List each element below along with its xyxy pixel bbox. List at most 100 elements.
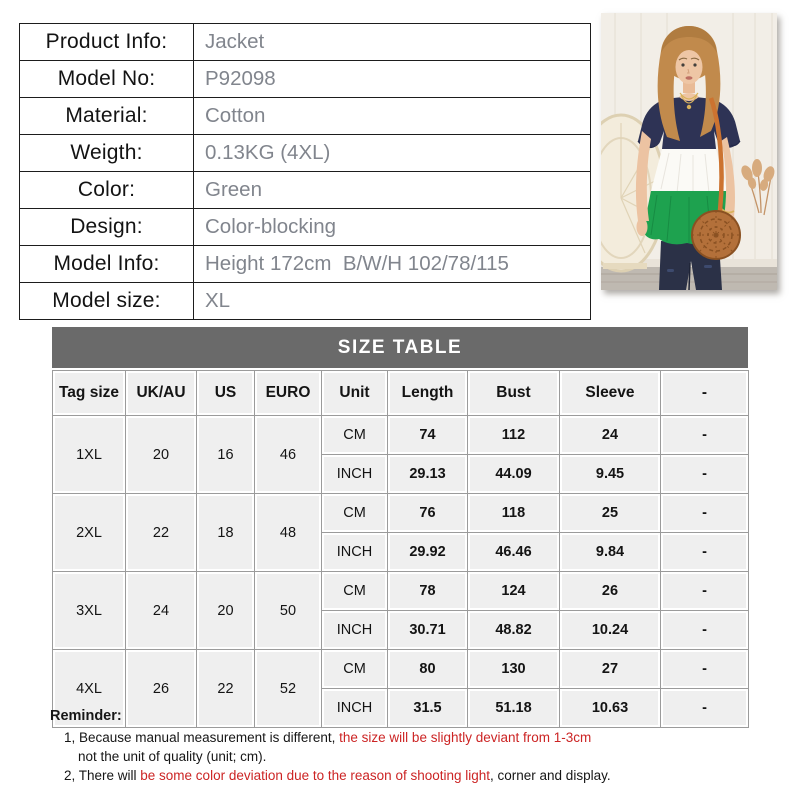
cell-dash: - — [660, 493, 749, 533]
size-table-section: SIZE TABLE Tag size UK/AU US EURO Unit L… — [52, 327, 749, 728]
reminder-text-red: be some color deviation due to the reaso… — [140, 768, 491, 783]
reminder-line-2: not the unit of quality (unit; cm). — [78, 747, 780, 766]
info-label: Product Info: — [19, 23, 194, 61]
table-row: Color: Green — [19, 171, 591, 209]
cell-us: 16 — [196, 415, 255, 494]
col-header-euro: EURO — [254, 370, 322, 416]
col-header-length: Length — [387, 370, 468, 416]
cell-length: 78 — [387, 571, 468, 611]
table-row: Weigth: 0.13KG (4XL) — [19, 134, 591, 172]
cell-sleeve: 25 — [559, 493, 661, 533]
product-info-table: Product Info: Jacket Model No: P92098 Ma… — [19, 23, 591, 320]
cell-sleeve: 24 — [559, 415, 661, 455]
cell-us: 18 — [196, 493, 255, 572]
info-value: 0.13KG (4XL) — [193, 134, 591, 172]
cell-unit: INCH — [321, 454, 388, 494]
info-label: Model size: — [19, 282, 194, 320]
cell-unit: CM — [321, 415, 388, 455]
cell-bust: 48.82 — [467, 610, 560, 650]
col-header-dash: - — [660, 370, 749, 416]
col-header-bust: Bust — [467, 370, 560, 416]
cell-tag-size: 1XL — [52, 415, 126, 494]
cell-dash: - — [660, 571, 749, 611]
info-label: Model Info: — [19, 245, 194, 283]
size-row-3xl-cm: 3XL 24 20 50 CM 78 124 26 - — [52, 571, 749, 650]
cell-unit: INCH — [321, 610, 388, 650]
cell-length: 74 — [387, 415, 468, 455]
reminder-line-3: 2, There will be some color deviation du… — [64, 766, 780, 785]
cell-unit: INCH — [321, 688, 388, 728]
reminder-line-1: 1, Because manual measurement is differe… — [64, 728, 780, 747]
info-label: Weigth: — [19, 134, 194, 172]
info-value: Jacket — [193, 23, 591, 61]
info-value: Cotton — [193, 97, 591, 135]
cell-length: 29.92 — [387, 532, 468, 572]
size-table: Tag size UK/AU US EURO Unit Length Bust … — [52, 370, 749, 728]
face-features — [678, 57, 700, 80]
info-value: Height 172cm B/W/H 102/78/115 — [193, 245, 591, 283]
cell-length: 80 — [387, 649, 468, 689]
cell-sleeve: 10.24 — [559, 610, 661, 650]
col-header-uk-au: UK/AU — [125, 370, 197, 416]
table-row: Design: Color-blocking — [19, 208, 591, 246]
cell-sleeve: 9.45 — [559, 454, 661, 494]
model — [635, 26, 741, 290]
cell-uk-au: 22 — [125, 493, 197, 572]
bracelet — [721, 208, 735, 214]
size-table-title: SIZE TABLE — [52, 327, 748, 368]
cell-length: 31.5 — [387, 688, 468, 728]
rattan-bag — [691, 210, 741, 260]
bag-strap — [708, 97, 724, 212]
cell-euro: 48 — [254, 493, 322, 572]
table-row: Model Info: Height 172cm B/W/H 102/78/11… — [19, 245, 591, 283]
cell-bust: 124 — [467, 571, 560, 611]
cell-dash: - — [660, 688, 749, 728]
cell-bust: 118 — [467, 493, 560, 533]
reminder-text: 1, Because manual measurement is differe… — [64, 730, 340, 745]
reminder-text: 2, There will — [64, 768, 141, 783]
cell-dash: - — [660, 454, 749, 494]
cell-unit: CM — [321, 571, 388, 611]
cell-bust: 44.09 — [467, 454, 560, 494]
top-white-tier — [651, 149, 727, 195]
table-row: Product Info: Jacket — [19, 23, 591, 61]
cell-dash: - — [660, 610, 749, 650]
reminder-section: Reminder: 1, Because manual measurement … — [50, 708, 780, 785]
cell-dash: - — [660, 532, 749, 572]
table-row: Model No: P92098 — [19, 60, 591, 98]
info-label: Design: — [19, 208, 194, 246]
dried-plant — [741, 159, 775, 216]
size-row-3xl-inch: INCH 30.71 48.82 10.24 - — [53, 610, 749, 650]
cell-euro: 52 — [254, 649, 322, 728]
cell-euro: 46 — [254, 415, 322, 494]
cell-dash: - — [660, 649, 749, 689]
col-header-us: US — [196, 370, 255, 416]
cell-uk-au: 26 — [125, 649, 197, 728]
hair-front — [661, 26, 717, 53]
cell-sleeve: 26 — [559, 571, 661, 611]
cell-tag-size: 2XL — [52, 493, 126, 572]
cell-us: 22 — [196, 649, 255, 728]
info-label: Color: — [19, 171, 194, 209]
cell-length: 29.13 — [387, 454, 468, 494]
cell-euro: 50 — [254, 571, 322, 650]
size-row-2xl-cm: 2XL 22 18 48 CM 76 118 25 - — [52, 493, 749, 572]
reminder-text-red: the size will be slightly deviant from 1… — [339, 730, 592, 745]
necklace — [679, 92, 699, 110]
info-label: Model No: — [19, 60, 194, 98]
size-row-1xl-cm: 1XL 20 16 46 CM 74 112 24 - — [52, 415, 749, 494]
size-row-4xl-cm: 4XL 26 22 52 CM 80 130 27 - — [52, 649, 749, 728]
cell-bust: 46.46 — [467, 532, 560, 572]
cell-dash: - — [660, 415, 749, 455]
info-value: Color-blocking — [193, 208, 591, 246]
size-row-4xl-inch: INCH 31.5 51.18 10.63 - — [53, 688, 749, 728]
reminder-text: not the unit of quality (unit; cm). — [78, 749, 267, 764]
product-photo — [601, 13, 777, 290]
cell-sleeve: 9.84 — [559, 532, 661, 572]
cell-length: 76 — [387, 493, 468, 533]
col-header-unit: Unit — [321, 370, 388, 416]
cell-us: 20 — [196, 571, 255, 650]
cell-tag-size: 3XL — [52, 571, 126, 650]
cell-sleeve: 10.63 — [559, 688, 661, 728]
